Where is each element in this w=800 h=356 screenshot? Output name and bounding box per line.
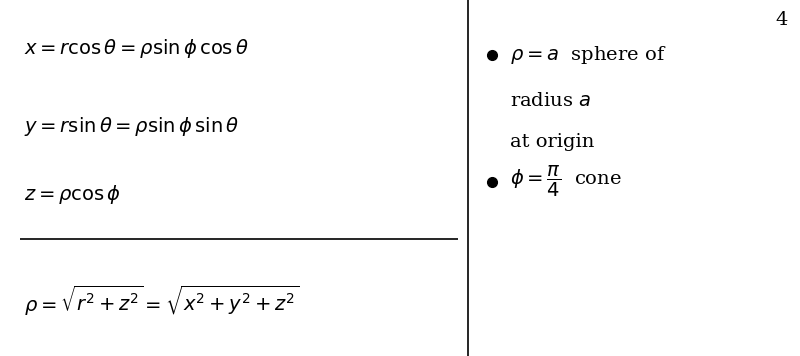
Text: $y = r\sin\theta = \rho\sin\phi\,\sin\theta$: $y = r\sin\theta = \rho\sin\phi\,\sin\th… (24, 115, 239, 138)
Text: $z = \rho\cos\phi$: $z = \rho\cos\phi$ (24, 183, 121, 205)
Text: $\rho = \sqrt{r^2 + z^2} = \sqrt{x^2 + y^2 + z^2}$: $\rho = \sqrt{r^2 + z^2} = \sqrt{x^2 + y… (24, 284, 299, 318)
Text: 4: 4 (776, 11, 788, 29)
Text: $x = r\cos\theta = \rho\sin\phi\,\cos\theta$: $x = r\cos\theta = \rho\sin\phi\,\cos\th… (24, 37, 249, 59)
Text: radius $a$: radius $a$ (510, 93, 591, 110)
Text: at origin: at origin (510, 134, 594, 151)
Text: $\phi = \dfrac{\pi}{4}$  cone: $\phi = \dfrac{\pi}{4}$ cone (510, 164, 622, 199)
Text: $\rho = a$  sphere of: $\rho = a$ sphere of (510, 44, 667, 66)
